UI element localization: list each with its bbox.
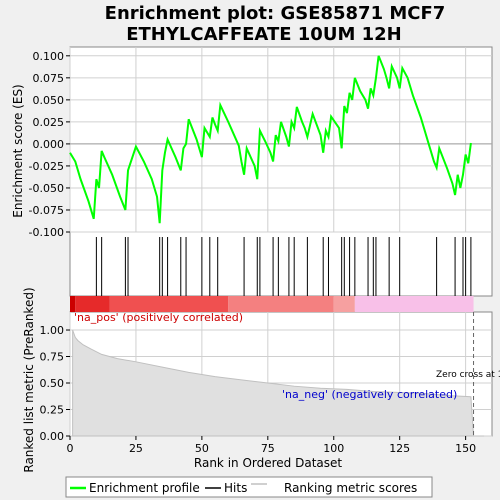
enrichment-y-tick-label: 0.050: [33, 94, 65, 107]
zero-cross-label: Zero cross at 153: [436, 370, 500, 380]
legend-box: [65, 476, 433, 498]
hit-markers: [95, 237, 472, 296]
ranking-metric-area: [72, 329, 485, 437]
legend-hits-label: Hits: [224, 481, 247, 495]
ranking-y-axis-label: Ranked list metric (PreRanked): [22, 287, 36, 472]
rank-color-segment: [75, 296, 110, 312]
legend-enrichment-label: Enrichment profile: [89, 481, 200, 495]
rank-color-segment: [228, 296, 334, 312]
rank-color-segment: [333, 296, 355, 312]
rank-color-segment: [354, 296, 474, 312]
rank-color-bar: [70, 296, 474, 312]
x-tick-label: 125: [389, 442, 410, 455]
enrichment-y-axis: -0.100 -0.075 -0.050 -0.025 0.000 0.025 0.050 0…: [29, 50, 70, 239]
x-tick-label: 100: [323, 442, 344, 455]
x-axis-label: Rank in Ordered Dataset: [194, 456, 342, 470]
x-tick-label: 75: [261, 442, 275, 455]
x-tick-label: 0: [67, 442, 74, 455]
legend-ranking-label: Ranking metric scores: [284, 481, 417, 495]
ranking-metric-series: [72, 329, 485, 437]
enrichment-y-tick-label: -0.025: [29, 160, 64, 173]
pos-correlated-label: 'na_pos' (positively correlated): [74, 311, 243, 324]
x-axis: 0 25 50 75 100 125 150: [67, 436, 476, 455]
enrichment-y-tick-label: -0.100: [29, 226, 64, 239]
enrichment-y-tick-label: 0.100: [33, 50, 65, 63]
enrichment-y-axis-label: Enrichment score (ES): [11, 84, 25, 217]
x-tick-label: 150: [455, 442, 476, 455]
enrichment-y-tick-label: 0.000: [33, 138, 65, 151]
enrichment-y-tick-label: -0.050: [29, 182, 64, 195]
ranking-y-tick-label: 0.50: [40, 377, 65, 390]
neg-correlated-label: 'na_neg' (negatively correlated): [282, 388, 457, 401]
enrichment-y-tick-label: -0.075: [29, 204, 64, 217]
hits-panel: [69, 231, 493, 297]
x-tick-label: 25: [129, 442, 143, 455]
chart-title-line-2: ETHYLCAFFEATE 10UM 12H: [126, 24, 402, 45]
ranking-y-tick-label: 0.00: [40, 430, 65, 443]
ranking-y-tick-label: 0.25: [40, 404, 65, 417]
enrichment-y-tick-label: 0.075: [33, 72, 65, 85]
enrichment-y-tick-label: 0.025: [33, 116, 65, 129]
enrichment-profile-series: [69, 55, 472, 224]
ranking-y-tick-label: 0.75: [40, 351, 65, 364]
enrichment-panel: [69, 46, 493, 233]
ranking-y-axis: 0.00 0.25 0.50 0.75 1.00: [40, 324, 70, 443]
rank-color-segment: [70, 296, 74, 312]
enrichment-profile-line: [69, 55, 472, 224]
ranking-y-tick-label: 1.00: [40, 324, 65, 337]
chart-title-line-1: Enrichment plot: GSE85871 MCF7: [105, 3, 446, 24]
rank-color-segment: [109, 296, 229, 312]
x-tick-label: 50: [195, 442, 209, 455]
